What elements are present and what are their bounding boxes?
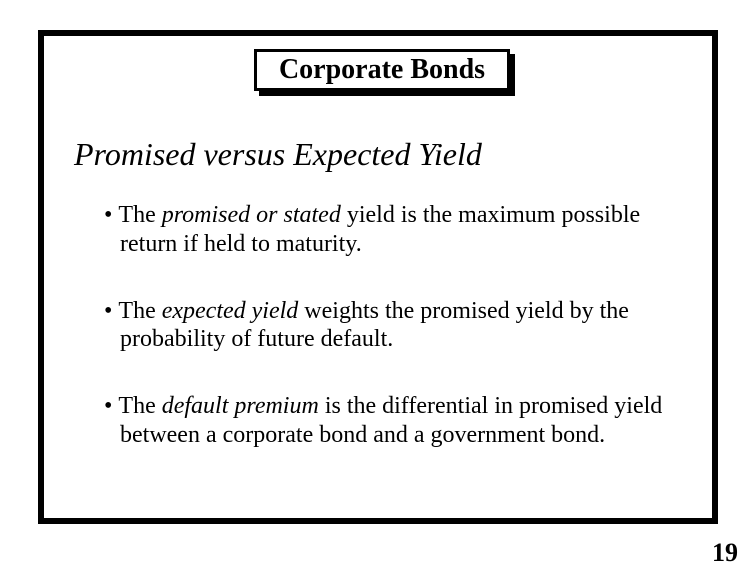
list-item: •The default premium is the differential… — [104, 392, 684, 450]
bullet-em: expected yield — [162, 298, 299, 324]
title-box: Corporate Bonds — [254, 49, 510, 91]
list-item: •The expected yield weights the promised… — [104, 297, 684, 355]
bullet-pre: The — [118, 298, 161, 324]
bullet-pre: The — [118, 202, 161, 228]
bullet-em: promised or stated — [162, 202, 341, 228]
slide-frame: Corporate Bonds Promised versus Expected… — [38, 30, 718, 524]
bullet-pre: The — [118, 393, 161, 419]
bullet-dot-icon: • — [104, 298, 112, 324]
bullet-dot-icon: • — [104, 393, 112, 419]
slide-subtitle: Promised versus Expected Yield — [74, 136, 482, 173]
bullet-dot-icon: • — [104, 202, 112, 228]
list-item: •The promised or stated yield is the max… — [104, 201, 684, 259]
page-number: 19 — [712, 538, 738, 568]
bullet-em: default premium — [162, 393, 319, 419]
slide-title: Corporate Bonds — [279, 54, 485, 86]
bullet-list: •The promised or stated yield is the max… — [104, 201, 684, 488]
